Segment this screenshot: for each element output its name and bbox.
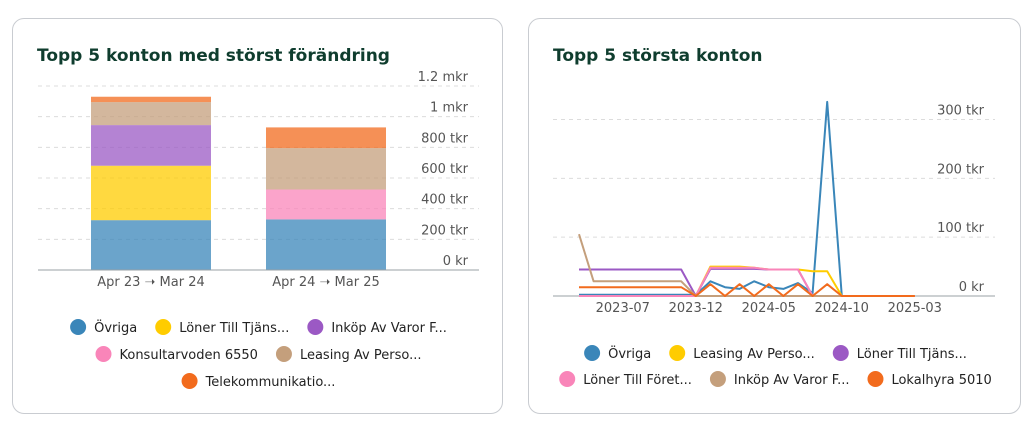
- legend-dot-left-1: [155, 319, 172, 335]
- y-tick-label: 1.2 mkr: [418, 70, 469, 85]
- legend-label-right-5: Lokalhyra 5010: [891, 373, 991, 388]
- legend-dot-right-2: [832, 345, 849, 361]
- legend-label-right-0: Övriga: [608, 345, 651, 362]
- x-tick-label: Apr 24 ➝ Mar 25: [272, 275, 380, 290]
- legend-label-left-1: Löner Till Tjäns...: [179, 321, 289, 336]
- change-chart-card: Topp 5 konton med störst förändring 0 kr…: [12, 18, 503, 414]
- y-tick-label: 200 tkr: [937, 162, 985, 177]
- y-tick-label: 200 tkr: [421, 223, 469, 238]
- legend-dot-left-3: [95, 346, 112, 362]
- legend-dot-right-1: [669, 345, 686, 361]
- x-tick-label: 2024-05: [742, 301, 796, 316]
- largest-accounts-card: Topp 5 största konton 0 kr 100 tkr 200 tkr…: [528, 18, 1021, 414]
- bar-segment-0-0: [91, 220, 211, 270]
- legend-label-left-0: Övriga: [94, 319, 137, 336]
- series-line-2: [579, 267, 915, 297]
- y-tick-label: 600 tkr: [421, 162, 469, 177]
- legend-dot-right-3: [559, 371, 576, 387]
- legend-dot-right-5: [867, 371, 884, 387]
- bar-segment-0-1: [91, 165, 211, 221]
- legend-label-left-5: Telekommunikatio...: [205, 375, 336, 390]
- bar-segment-1-0: [266, 219, 386, 270]
- legend-label-right-2: Löner Till Tjäns...: [857, 347, 967, 362]
- legend-label-right-1: Leasing Av Perso...: [693, 347, 815, 362]
- legend-label-left-3: Konsultarvoden 6550: [119, 348, 257, 363]
- bar-segment-0-2: [91, 125, 211, 166]
- y-tick-label: 300 tkr: [937, 104, 985, 119]
- x-tick-label: 2024-10: [815, 301, 869, 316]
- legend-label-right-4: Inköp Av Varor F...: [734, 373, 850, 388]
- x-tick-label: 2023-07: [596, 301, 650, 316]
- card-title: Topp 5 största konton: [553, 46, 763, 66]
- y-tick-label: 0 kr: [443, 254, 469, 269]
- x-tick-label: 2025-03: [888, 301, 942, 316]
- y-tick-label: 0 kr: [959, 280, 985, 295]
- legend-dot-left-4: [275, 346, 292, 362]
- legend-label-right-3: Löner Till Föret...: [583, 373, 692, 388]
- y-tick-label: 800 tkr: [421, 131, 469, 146]
- bar-segment-1-3: [266, 189, 386, 220]
- legend-dot-right-0: [584, 345, 601, 361]
- legend-label-left-2: Inköp Av Varor F...: [331, 321, 447, 336]
- card-title: Topp 5 konton med störst förändring: [37, 46, 390, 66]
- y-tick-label: 100 tkr: [937, 221, 985, 236]
- legend-dot-left-2: [307, 319, 324, 335]
- legend-dot-left-0: [70, 319, 87, 335]
- x-tick-label: Apr 23 ➝ Mar 24: [97, 275, 205, 290]
- bar-segment-1-5: [266, 127, 386, 149]
- series-line-5: [579, 283, 915, 297]
- x-tick-label: 2023-12: [669, 301, 723, 316]
- line-chart: 0 kr 100 tkr 200 tkr 300 tkr 2023-07 2023-12 2…: [553, 100, 995, 388]
- stacked-bar-chart: 0 kr 200 tkr 400 tkr 600 tkr 800 tkr 1 mkr 1.2…: [38, 70, 479, 390]
- legend-dot-left-5: [181, 373, 198, 389]
- bar-segment-1-4: [266, 148, 386, 190]
- legend-label-left-4: Leasing Av Perso...: [300, 348, 422, 363]
- legend-dot-right-4: [709, 371, 726, 387]
- y-tick-label: 1 mkr: [430, 101, 469, 116]
- bar-segment-0-5: [91, 96, 211, 103]
- y-tick-label: 400 tkr: [421, 193, 469, 208]
- bar-segment-0-4: [91, 102, 211, 126]
